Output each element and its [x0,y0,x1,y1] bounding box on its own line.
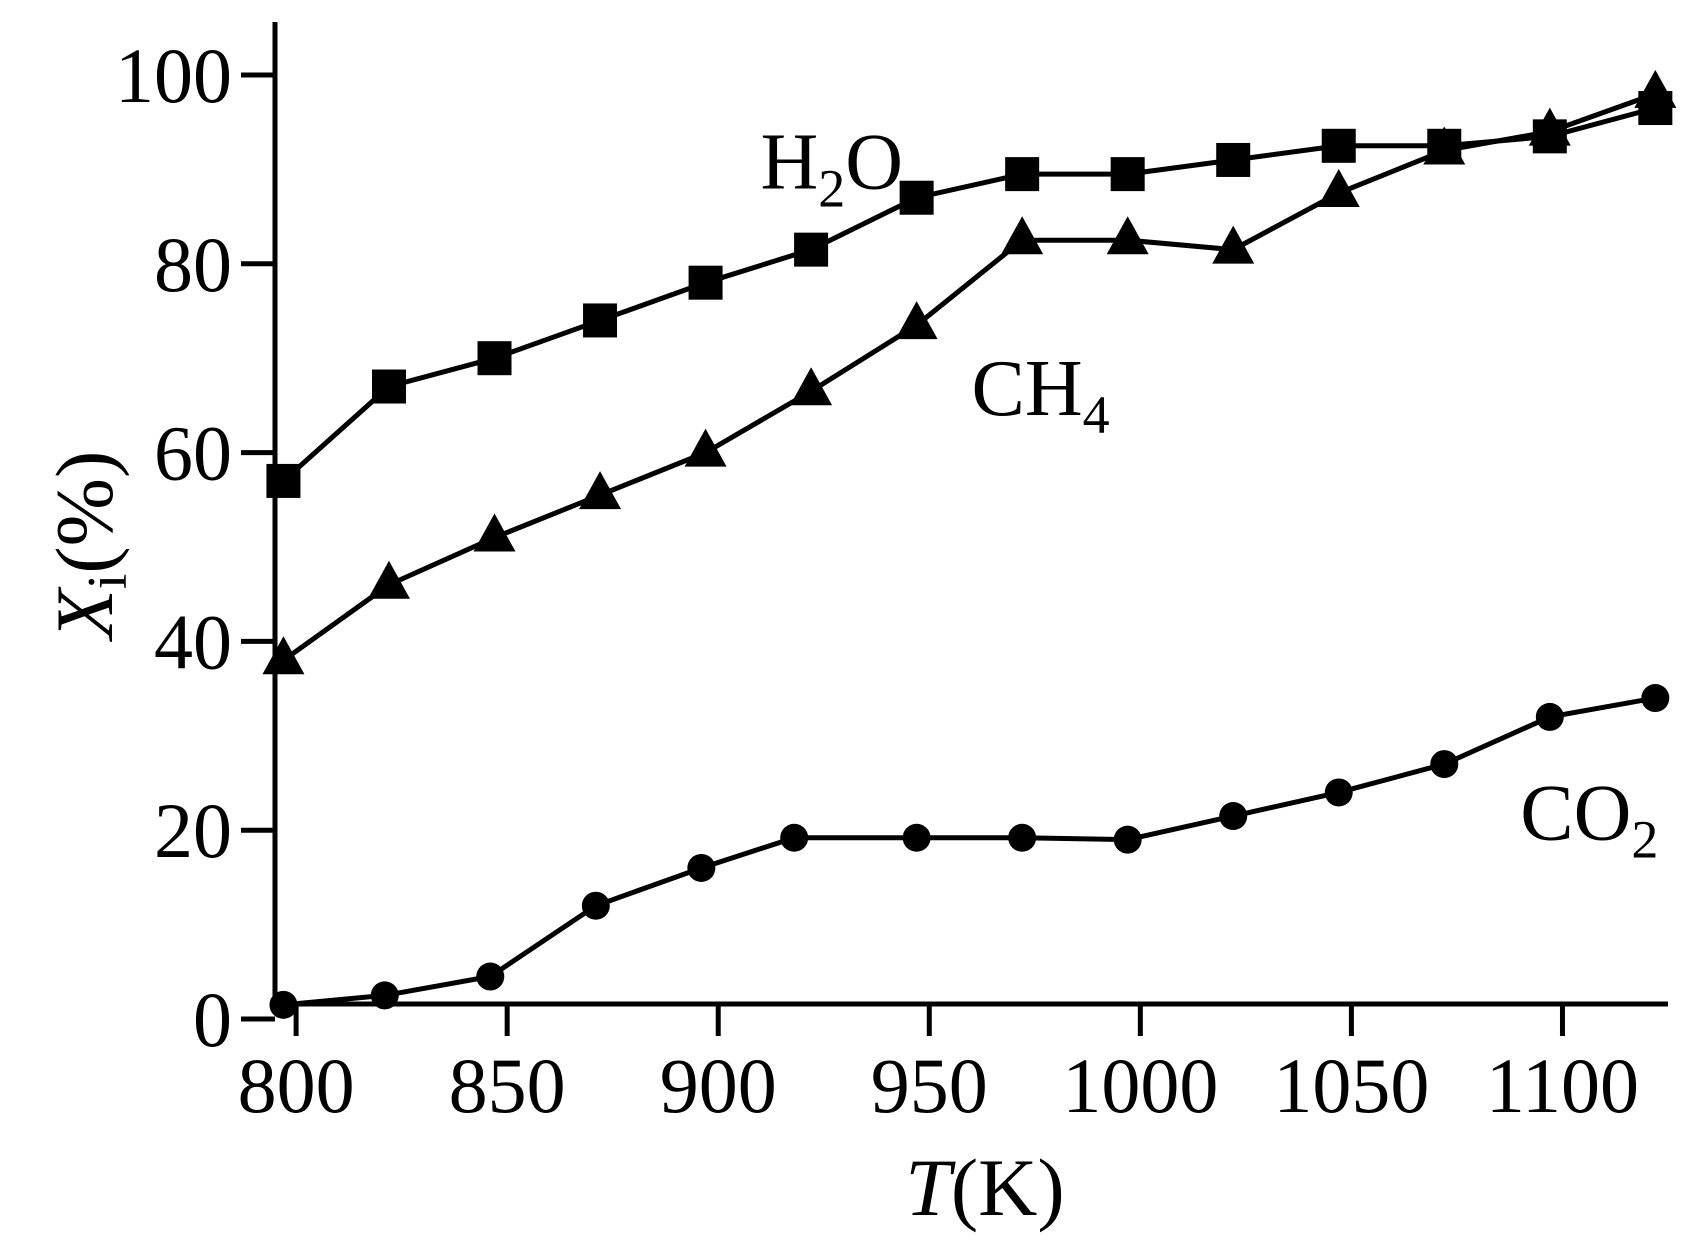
series-label-2: CO2 [1520,770,1658,870]
data-point-triangle [1212,225,1255,264]
x-tick-label: 900 [660,1042,777,1129]
x-tick-label: 950 [871,1042,988,1129]
x-axis-unit: (K) [951,1142,1065,1233]
data-point-square [1216,142,1251,177]
data-point-circle [780,823,809,852]
data-point-square [794,232,829,267]
data-point-circle [1324,778,1353,807]
data-point-circle [269,990,298,1019]
data-point-triangle [1001,216,1044,255]
x-tick-label: 800 [238,1042,355,1129]
data-point-triangle [1106,216,1149,255]
data-point-triangle [1423,126,1466,165]
data-point-square [688,265,723,300]
x-tick-label: 1050 [1273,1042,1429,1129]
series-markers [262,69,1677,1019]
series-label-subscript: 2 [818,158,845,218]
data-point-square [899,180,934,215]
data-point-circle [476,962,505,991]
x-axis-title: T(K) [905,1142,1064,1233]
data-point-triangle [1317,169,1360,207]
data-point-square [371,369,406,404]
y-tick-label: 80 [154,221,232,308]
series-label-subscript: 2 [1631,810,1658,870]
data-point-square [583,303,618,338]
y-axis-variable: X [39,586,130,642]
data-point-square [477,341,512,376]
data-point-triangle [1634,69,1677,108]
data-point-circle [1535,702,1564,731]
x-tick-label: 1100 [1486,1042,1639,1129]
y-tick-label: 0 [193,976,232,1063]
data-point-triangle [790,367,833,406]
y-ticks: 0 20 40 60 80 100 [115,32,275,1063]
x-ticks: 800 850 900 950 1000 1050 1100 [238,1004,1639,1129]
data-point-circle [1008,823,1037,852]
y-axis-unit: (%) [39,451,130,574]
data-point-circle [687,853,716,882]
data-point-triangle [1528,107,1571,146]
series-line-2 [283,695,1656,1008]
series-label-0: H2O [760,118,903,218]
series-lines [281,91,1657,1008]
data-point-circle [902,823,931,852]
data-point-circle [1641,684,1670,713]
y-tick-label: 20 [154,787,232,874]
series-label-base: CH [972,345,1083,433]
data-point-circle [370,981,399,1010]
data-point-square [1110,157,1145,192]
data-point-triangle [895,301,938,340]
series-label-rest: O [845,118,903,206]
y-tick-label: 60 [154,410,232,497]
data-point-circle [581,891,610,920]
data-point-triangle [367,560,410,599]
series-label-base: CO [1520,770,1631,858]
y-axis-subscript: i [77,574,139,590]
series-label-1: CH4 [972,345,1110,445]
data-point-triangle [262,636,305,675]
data-point-square [1005,157,1040,192]
y-tick-label: 40 [154,598,232,685]
axes [270,22,1668,1007]
y-tick-label: 100 [115,32,232,119]
x-tick-label: 1000 [1062,1042,1218,1129]
data-point-circle [1113,825,1142,854]
data-point-circle [1430,750,1459,779]
series-line-1 [281,91,1657,663]
data-point-circle [1219,802,1248,831]
series-line-0 [281,105,1656,483]
data-point-square [1321,128,1356,163]
data-point-square [266,463,301,498]
x-axis-variable: T [905,1142,956,1233]
series-label-base: H [760,118,818,206]
data-point-triangle [684,428,727,467]
data-point-triangle [579,471,622,510]
data-point-triangle [473,513,516,552]
x-tick-label: 850 [449,1042,566,1129]
series-label-subscript: 4 [1083,385,1110,445]
y-axis-title: Xi(%) [39,451,139,643]
